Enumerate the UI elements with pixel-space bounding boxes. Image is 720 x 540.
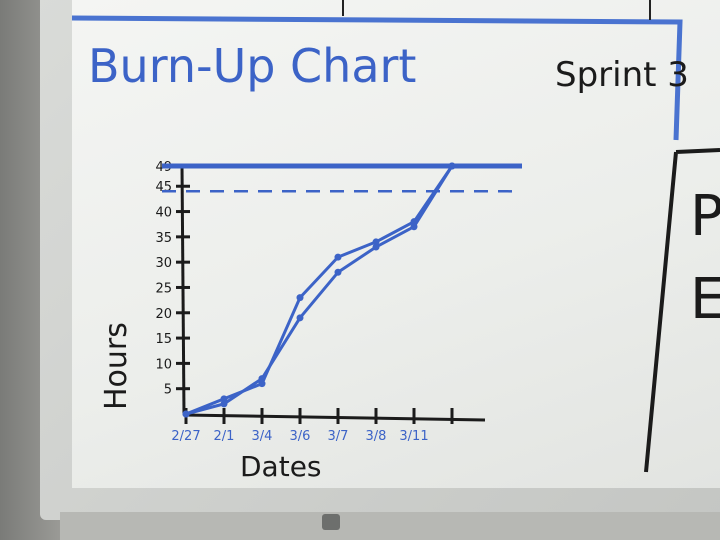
data-point bbox=[296, 314, 304, 322]
data-point bbox=[258, 380, 266, 388]
x-tick-label: 3/4 bbox=[252, 429, 273, 444]
x-tick-label: 2/27 bbox=[171, 429, 200, 444]
x-tick-label: 2/1 bbox=[214, 429, 235, 444]
y-axis bbox=[180, 164, 186, 416]
x-tick-label: 3/7 bbox=[328, 429, 349, 444]
title-underline bbox=[71, 15, 683, 141]
marker-tray bbox=[60, 512, 720, 540]
data-point bbox=[182, 410, 190, 418]
side-panel-glyph: E bbox=[690, 267, 720, 332]
y-tick-label: 20 bbox=[155, 307, 172, 322]
y-tick-label: 40 bbox=[155, 206, 172, 221]
y-tick-label: 5 bbox=[164, 383, 172, 398]
x-tick-label: 3/6 bbox=[290, 429, 311, 444]
y-axis-label: Hours bbox=[99, 322, 134, 410]
y-tick-label: 10 bbox=[155, 357, 172, 372]
data-point bbox=[448, 162, 456, 170]
y-tick-label: 25 bbox=[155, 281, 172, 296]
x-axis-label: Dates bbox=[240, 450, 322, 483]
data-point bbox=[410, 218, 418, 226]
data-point bbox=[334, 253, 342, 261]
y-tick-label: 15 bbox=[155, 332, 172, 347]
data-point bbox=[220, 400, 228, 408]
x-tick-label: 3/8 bbox=[366, 429, 387, 444]
y-tick-label: 30 bbox=[155, 256, 172, 271]
x-axis bbox=[183, 413, 486, 422]
marker bbox=[322, 514, 340, 530]
x-tick-label: 3/11 bbox=[399, 429, 428, 444]
data-point bbox=[334, 268, 342, 276]
whiteboard bbox=[72, 0, 720, 488]
y-tick-label: 35 bbox=[155, 231, 172, 246]
data-point bbox=[410, 223, 418, 231]
chart-title: Burn-Up Chart bbox=[88, 39, 416, 93]
chart-subtitle: Sprint 3 bbox=[555, 55, 689, 95]
data-point bbox=[220, 395, 228, 403]
series-line bbox=[185, 165, 454, 416]
data-point bbox=[258, 375, 266, 383]
side-panel-glyph: P bbox=[690, 184, 720, 249]
data-point bbox=[296, 294, 304, 302]
data-point bbox=[372, 243, 380, 251]
series-line bbox=[185, 165, 454, 416]
y-tick-label: 45 bbox=[155, 180, 172, 195]
data-point bbox=[372, 238, 380, 246]
side-panel-border bbox=[644, 148, 720, 473]
